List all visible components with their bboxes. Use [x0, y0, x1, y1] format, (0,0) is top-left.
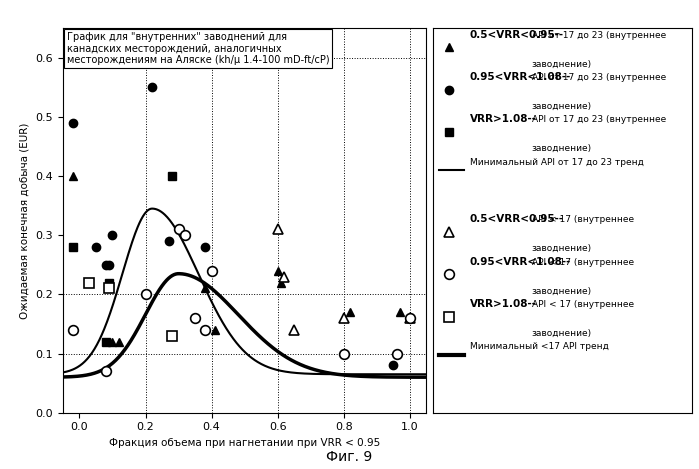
Text: Минимальный API от 17 до 23 тренд: Минимальный API от 17 до 23 тренд [470, 158, 644, 166]
Text: API < 17 (внутреннее: API < 17 (внутреннее [532, 257, 634, 266]
Text: График для "внутренних" заводнений для
канадских месторождений, аналогичных
мест: График для "внутренних" заводнений для к… [66, 32, 329, 65]
Y-axis label: Ожидаемая конечная добыча (EUR): Ожидаемая конечная добыча (EUR) [20, 122, 30, 318]
Text: заводнение): заводнение) [532, 102, 592, 111]
X-axis label: Фракция объема при нагнетании при VRR < 0.95: Фракция объема при нагнетании при VRR < … [109, 438, 380, 448]
Text: Минимальный <17 API тренд: Минимальный <17 API тренд [470, 342, 608, 351]
Text: заводнение): заводнение) [532, 60, 592, 68]
Text: заводнение): заводнение) [532, 144, 592, 153]
Text: API < 17 (внутреннее: API < 17 (внутреннее [532, 215, 634, 224]
Text: заводнение): заводнение) [532, 287, 592, 295]
Text: API от 17 до 23 (внутреннее: API от 17 до 23 (внутреннее [532, 30, 666, 40]
Text: Фиг. 9: Фиг. 9 [326, 450, 373, 464]
Text: VRR>1.08--: VRR>1.08-- [470, 114, 537, 124]
Text: API < 17 (внутреннее: API < 17 (внутреннее [532, 300, 634, 309]
Text: API от 17 до 23 (внутреннее: API от 17 до 23 (внутреннее [532, 115, 666, 124]
Text: 0.95<VRR<1.08--: 0.95<VRR<1.08-- [470, 257, 571, 266]
Text: заводнение): заводнение) [532, 244, 592, 253]
Text: 0.5<VRR<0.95--: 0.5<VRR<0.95-- [470, 30, 563, 40]
Text: заводнение): заводнение) [532, 329, 592, 338]
Text: 0.95<VRR<1.08--: 0.95<VRR<1.08-- [470, 72, 571, 82]
Text: VRR>1.08--: VRR>1.08-- [470, 299, 537, 309]
Text: API от 17 до 23 (внутреннее: API от 17 до 23 (внутреннее [532, 73, 666, 82]
Text: 0.5<VRR<0.95--: 0.5<VRR<0.95-- [470, 214, 563, 224]
